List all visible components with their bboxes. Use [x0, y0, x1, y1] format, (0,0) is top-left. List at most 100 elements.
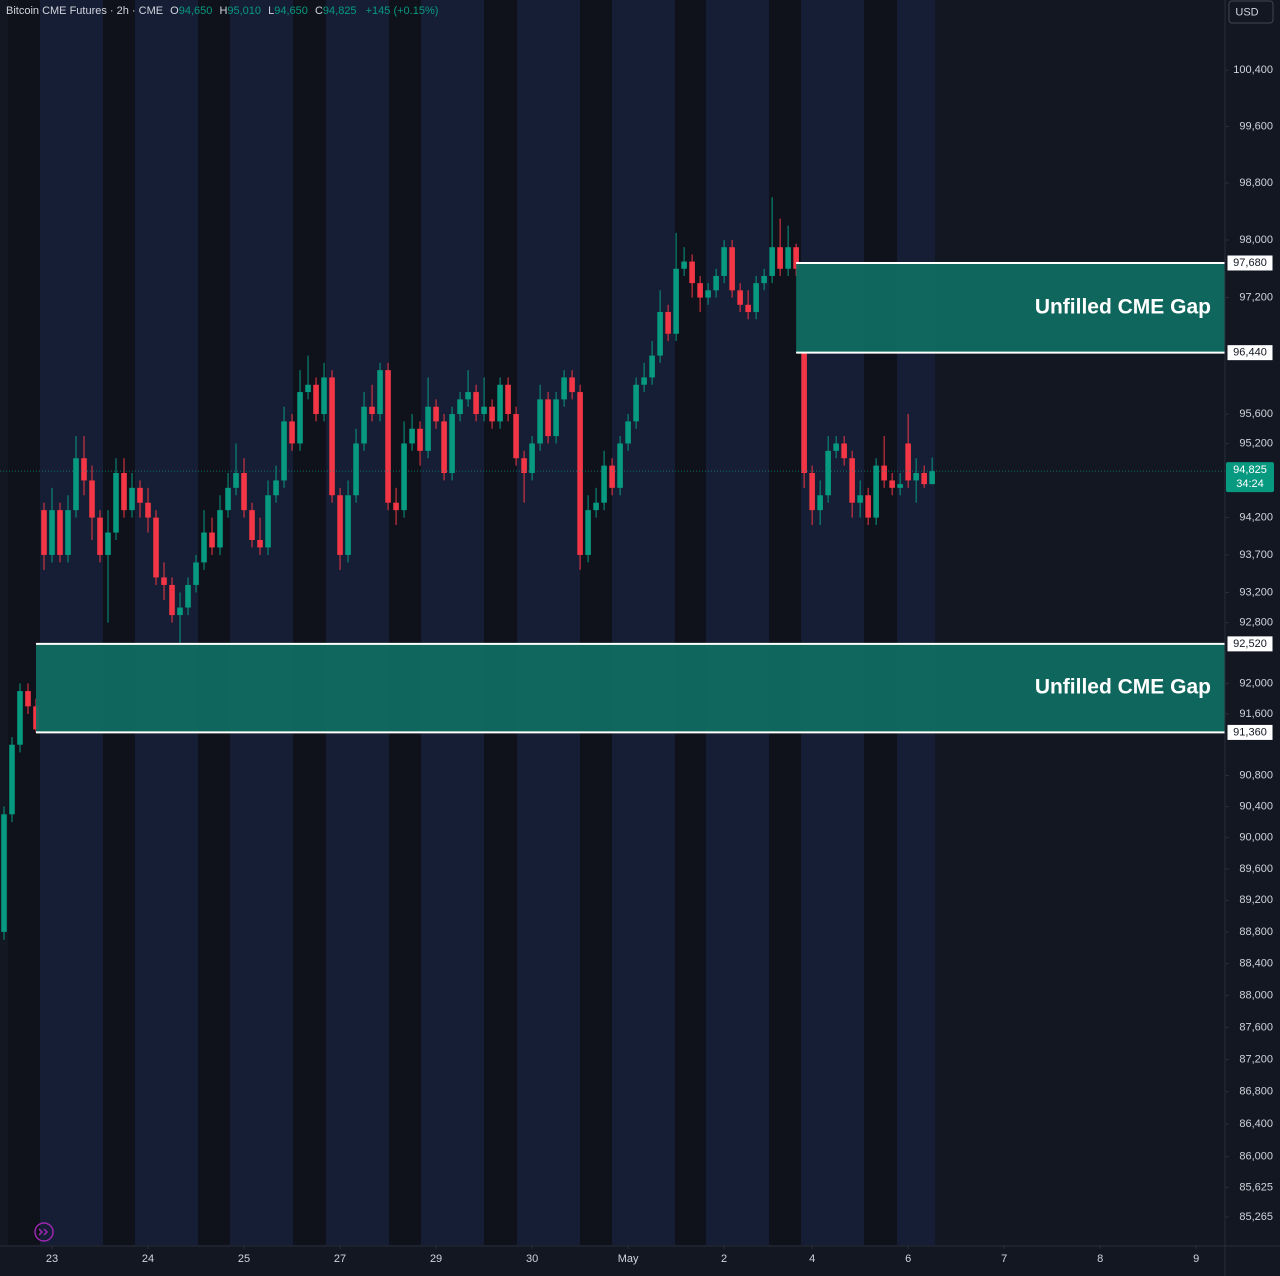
- x-tick-label: 24: [142, 1253, 154, 1265]
- candle-body: [321, 377, 327, 415]
- y-tick-label: 88,800: [1239, 926, 1273, 938]
- off-session-band: [198, 0, 230, 1245]
- candle-body: [865, 495, 871, 518]
- candle-body: [745, 304, 751, 313]
- price-badge-label: 96,440: [1233, 347, 1267, 359]
- candle-body: [297, 392, 303, 444]
- candle-body: [57, 510, 63, 555]
- y-tick-label: 85,265: [1239, 1211, 1273, 1223]
- candle-body: [217, 510, 223, 548]
- candle-body: [673, 268, 679, 334]
- session-band: [230, 0, 293, 1245]
- low-label: L: [268, 5, 274, 17]
- candle-body: [65, 510, 71, 555]
- go-to-realtime[interactable]: [34, 1222, 54, 1242]
- candle-body: [49, 510, 55, 555]
- candle-body: [793, 247, 799, 269]
- x-tick-label: 8: [1097, 1253, 1103, 1265]
- candle-body: [81, 458, 87, 481]
- candle-body: [721, 247, 727, 276]
- y-tick-label: 99,600: [1239, 120, 1273, 132]
- candle-body: [353, 443, 359, 496]
- candle-body: [329, 377, 335, 496]
- candle-body: [617, 443, 623, 488]
- session-band: [706, 0, 769, 1245]
- candle-body: [737, 290, 743, 305]
- candle-body: [665, 312, 671, 334]
- candle-body: [785, 247, 791, 269]
- candle-body: [529, 443, 535, 474]
- price-badge: [1226, 344, 1274, 362]
- candle-body: [105, 532, 111, 555]
- candle-body: [593, 502, 599, 511]
- candle-body: [473, 392, 479, 415]
- y-tick-label: 87,200: [1239, 1053, 1273, 1065]
- realtime-arrow[interactable]: [38, 1228, 49, 1236]
- candle-body: [537, 399, 543, 444]
- candle-body: [649, 355, 655, 378]
- candle-body: [585, 510, 591, 555]
- candle-body: [921, 473, 927, 485]
- candle-body: [345, 495, 351, 555]
- candle-body: [697, 283, 703, 298]
- off-session-band: [389, 0, 421, 1245]
- symbol: Bitcoin CME Futures · 2h · CME: [6, 5, 163, 17]
- currency-button-frame[interactable]: [1228, 0, 1274, 24]
- candle-body: [337, 495, 343, 555]
- candle-body: [729, 247, 735, 291]
- currency-label[interactable]: USD: [1235, 6, 1258, 18]
- candle-body: [753, 283, 759, 313]
- last-price-label: 94,825: [1233, 464, 1267, 476]
- candle-body: [193, 562, 199, 585]
- candle-body: [281, 421, 287, 481]
- candle-body: [465, 392, 471, 400]
- price-badge-label: 91,360: [1233, 726, 1267, 738]
- candle-body: [177, 607, 183, 616]
- candle-body: [169, 584, 175, 616]
- x-tick-label: 4: [809, 1253, 815, 1265]
- candle-body: [401, 443, 407, 511]
- candle-body: [601, 465, 607, 503]
- high-label: H: [219, 5, 227, 17]
- candle-body: [825, 450, 831, 496]
- x-tick-label: 27: [334, 1253, 346, 1265]
- candle-body: [633, 384, 639, 422]
- realtime-icon[interactable]: [34, 1222, 54, 1242]
- candle-body: [833, 443, 839, 451]
- y-tick-label: 86,400: [1239, 1118, 1273, 1130]
- session-band: [326, 0, 389, 1245]
- last-price-badge: [1226, 462, 1274, 493]
- candle-body: [41, 510, 47, 555]
- off-session-band: [675, 0, 706, 1245]
- candle-body: [225, 487, 231, 511]
- change: +145 (+0.15%): [366, 5, 439, 17]
- candle-body: [9, 744, 15, 815]
- low-value: 94,650: [274, 5, 308, 17]
- off-session-band: [484, 0, 517, 1245]
- currency-button[interactable]: USD: [1228, 0, 1274, 24]
- candle-body: [417, 428, 423, 451]
- y-tick-label: 92,800: [1239, 617, 1273, 629]
- candle-body: [113, 473, 119, 533]
- candle-body: [137, 487, 143, 503]
- candle-body: [153, 517, 159, 578]
- candle-body: [97, 517, 103, 555]
- off-session-band: [8, 0, 40, 1245]
- x-tick-label: 25: [238, 1253, 250, 1265]
- candle-body: [409, 428, 415, 444]
- price-badge-label: 97,680: [1233, 257, 1267, 269]
- y-tick-label: 90,000: [1239, 832, 1273, 844]
- y-tick-label: 90,400: [1239, 800, 1273, 812]
- candle-body: [713, 275, 719, 291]
- session-band: [897, 0, 935, 1245]
- candle-body: [521, 458, 527, 474]
- y-tick-label: 86,800: [1239, 1086, 1273, 1098]
- candle-body: [769, 247, 775, 276]
- candle-body: [905, 443, 911, 481]
- x-tick-label: 29: [430, 1253, 442, 1265]
- candle-body: [313, 384, 319, 415]
- off-session-band: [864, 0, 897, 1245]
- session-band: [135, 0, 198, 1245]
- x-tick-label: 7: [1001, 1253, 1007, 1265]
